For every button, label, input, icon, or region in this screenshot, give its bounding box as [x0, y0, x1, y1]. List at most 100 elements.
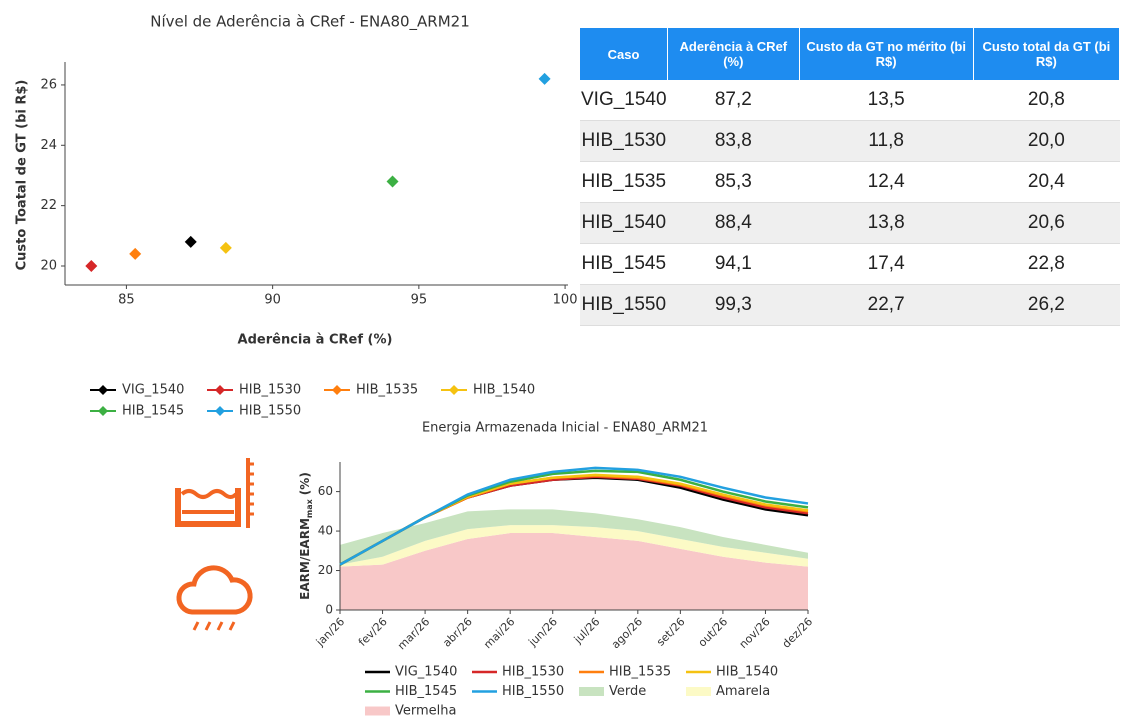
x-tick-label: mar/26 [395, 615, 432, 652]
table-header: Caso Aderência à CRef (%) Custo da GT no m… [580, 28, 1121, 80]
legend-label: Amarela [716, 684, 770, 699]
y-tick-label: 20 [40, 258, 57, 273]
legend-label: VIG_1540 [395, 665, 457, 680]
table-cell: 17,4 [799, 243, 974, 285]
table-row: HIB_1550 99,3 22,7 26,2 [580, 284, 1120, 326]
y-tick-label: 26 [40, 77, 57, 92]
legend-marker [215, 385, 225, 395]
table-cell: 11,8 [799, 120, 974, 162]
table-cell: 13,8 [799, 202, 974, 244]
x-tick-label: fev/26 [356, 615, 390, 649]
rain-icon [176, 565, 253, 631]
x-tick-label: abr/26 [440, 615, 475, 650]
x-axis-label: Aderência à CRef (%) [238, 333, 393, 348]
table-cell: VIG_1540 [580, 80, 668, 121]
legend-label: Verde [609, 684, 646, 699]
x-tick-label: out/26 [696, 615, 730, 649]
scatter-point [184, 235, 197, 248]
chart-title: Nível de Aderência à CRef - ENA80_ARM21 [150, 13, 470, 32]
table-cell: 88,4 [667, 202, 800, 244]
legend-marker [98, 385, 108, 395]
legend-label: VIG_1540 [122, 383, 184, 398]
y-tick-label: 60 [318, 484, 333, 498]
table-cell: 20,0 [973, 120, 1120, 162]
table-cell: 22,7 [799, 284, 974, 326]
line-series [339, 466, 809, 566]
chart-title: Energia Armazenada Inicial - ENA80_ARM21 [422, 421, 708, 436]
x-tick-label: 95 [411, 293, 428, 308]
y-axis-label-unit: (%) [298, 472, 312, 495]
table-cell: 22,8 [973, 243, 1120, 285]
band-area [340, 509, 808, 565]
table-cell: 87,2 [667, 80, 800, 121]
y-tick-label: 40 [318, 524, 333, 538]
table-cell: 83,8 [667, 120, 800, 162]
table-cell: 94,1 [667, 243, 800, 285]
table-cell: 85,3 [667, 161, 800, 203]
table-cell: HIB_1535 [580, 161, 668, 203]
x-tick-label: 90 [264, 293, 281, 308]
table-cell: HIB_1545 [580, 243, 668, 285]
x-tick-label: mai/26 [481, 615, 517, 651]
table-cell: 13,5 [799, 80, 974, 121]
table-cell: 20,6 [973, 202, 1120, 244]
table-cell: 20,4 [973, 161, 1120, 203]
y-axis-label: EARM/EARMmax (%) [298, 472, 314, 600]
x-tick-label: ago/26 [609, 615, 645, 651]
table-cell: 26,2 [973, 284, 1120, 326]
table-cell: 20,8 [973, 80, 1120, 121]
legend-label: HIB_1540 [716, 665, 778, 680]
scatter-point [386, 175, 399, 188]
header-cell: Aderência à CRef (%) [667, 28, 800, 80]
scatter-point [129, 247, 142, 260]
table-cell: HIB_1530 [580, 120, 668, 162]
y-axis-label-sub: max [305, 498, 314, 518]
band-area [340, 533, 808, 610]
band-area [340, 525, 808, 567]
x-tick-label: jul/26 [571, 615, 603, 647]
table-row: HIB_1535 85,3 12,4 20,4 [580, 161, 1120, 203]
legend-marker [215, 406, 225, 416]
y-axis-label: Custo Toatal de GT (bi R$) [15, 80, 30, 271]
legend-label: HIB_1545 [122, 404, 184, 419]
reservoir-icon [175, 458, 254, 528]
legend-label: HIB_1545 [395, 684, 457, 699]
y-axis-label-main: EARM/EARM [298, 518, 312, 600]
header-cell: Custo da GT no mérito (bi R$) [799, 28, 974, 80]
y-tick-label: 20 [318, 563, 333, 577]
scatter-point [538, 72, 551, 85]
y-tick-label: 24 [40, 138, 57, 153]
scatter-point [85, 259, 98, 272]
y-tick-label: 0 [325, 603, 333, 617]
table-row: HIB_1530 83,8 11,8 20,0 [580, 120, 1120, 162]
table-cell: HIB_1540 [580, 202, 668, 244]
table-cell: 12,4 [799, 161, 974, 203]
table-row: HIB_1545 94,1 17,4 22,8 [580, 243, 1120, 285]
table-row: VIG_1540 87,2 13,5 20,8 [580, 80, 1120, 121]
x-tick-label: nov/26 [737, 615, 773, 651]
legend-marker [332, 385, 342, 395]
table-cell: 99,3 [667, 284, 800, 326]
table-cell: HIB_1550 [580, 284, 668, 326]
header-cell: Caso [580, 28, 669, 80]
x-tick-label: dez/26 [780, 615, 816, 651]
x-tick-label: jan/26 [313, 615, 347, 649]
legend-label: HIB_1535 [609, 665, 671, 680]
legend-label: HIB_1550 [239, 404, 301, 419]
legend-label: HIB_1540 [473, 383, 535, 398]
legend-marker [98, 406, 108, 416]
scatter-point [219, 241, 232, 254]
x-tick-label: 85 [118, 293, 135, 308]
legend-label: HIB_1530 [239, 383, 301, 398]
data-table: Caso Aderência à CRef (%) Custo da GT no m… [580, 28, 1121, 326]
legend-label: Vermelha [395, 704, 456, 719]
legend-label: HIB_1535 [356, 383, 418, 398]
x-tick-label: set/26 [654, 615, 688, 649]
y-tick-label: 22 [40, 198, 57, 213]
table-row: HIB_1540 88,4 13,8 20,6 [580, 202, 1120, 244]
legend-marker [449, 385, 459, 395]
legend-label: HIB_1550 [502, 684, 564, 699]
x-tick-label: 100 [553, 293, 578, 308]
